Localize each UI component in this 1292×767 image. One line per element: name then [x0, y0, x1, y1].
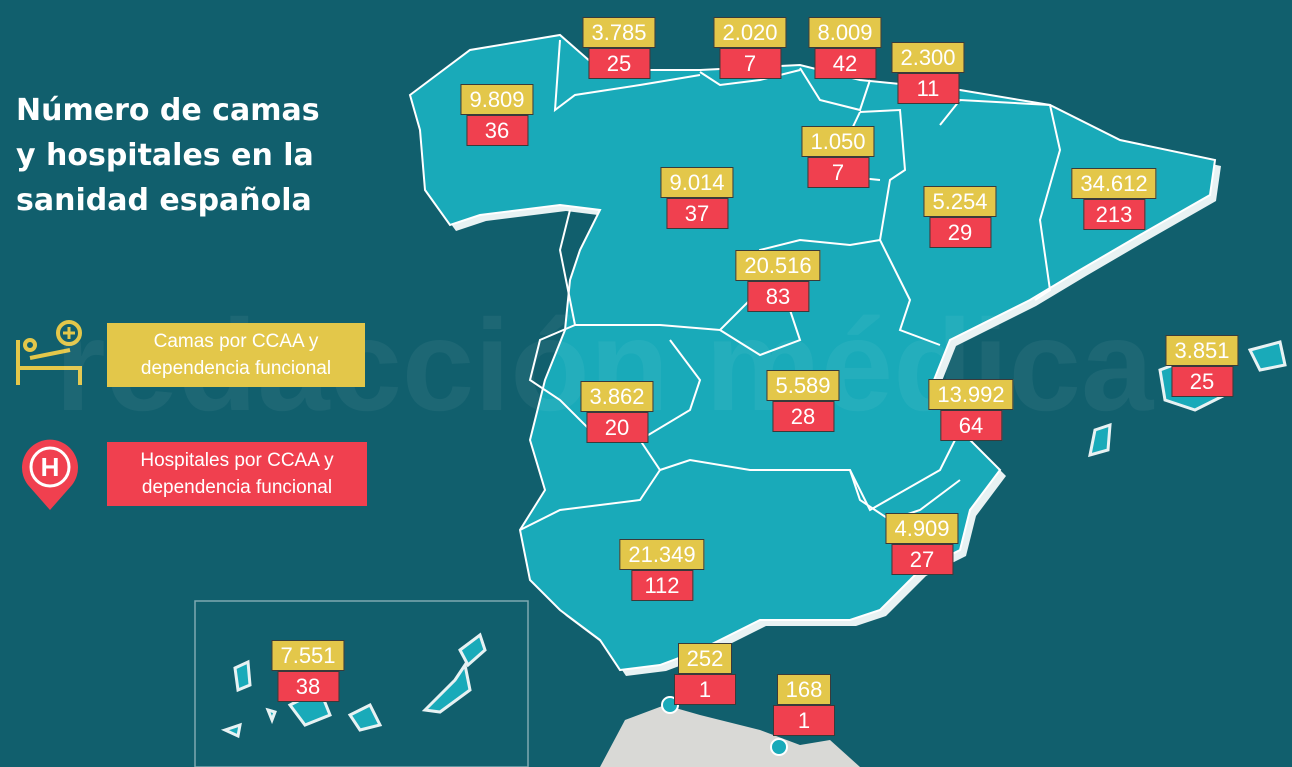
region-label: 5.254 29 — [923, 186, 997, 248]
hospitals-value: 27 — [891, 544, 953, 575]
region-label: 9.014 37 — [660, 167, 734, 229]
hospitals-value: 37 — [666, 198, 728, 229]
hospitals-value: 64 — [939, 410, 1002, 441]
beds-value: 5.589 — [766, 370, 840, 401]
beds-value: 1.050 — [801, 126, 875, 157]
hospitals-value: 20 — [586, 412, 648, 443]
region-label: 168 1 — [773, 674, 835, 736]
canary-islands — [220, 632, 487, 739]
hospitals-value: 83 — [746, 281, 809, 312]
hospitals-value: 7 — [807, 157, 869, 188]
hospitals-value: 1 — [674, 674, 736, 705]
region-label: 4.909 27 — [885, 513, 959, 575]
title-line: y hospitales en la — [16, 138, 314, 173]
beds-value: 168 — [776, 674, 832, 705]
hospital-pin-icon: H — [22, 439, 79, 510]
beds-value: 2.300 — [891, 42, 965, 73]
legend-line: dependencia funcional — [141, 477, 333, 498]
region-label: 3.785 25 — [582, 17, 656, 79]
title-line: Número de camas — [16, 93, 320, 128]
beds-value: 5.254 — [923, 186, 997, 217]
hospitals-value: 36 — [466, 115, 528, 146]
hospitals-value: 7 — [719, 48, 781, 79]
legend-line: Camas por CCAA y — [153, 331, 319, 352]
legend-line: dependencia funcional — [140, 358, 332, 379]
hospitals-value: 1 — [773, 705, 835, 736]
beds-value: 3.785 — [582, 17, 656, 48]
region-label: 3.851 25 — [1165, 335, 1239, 397]
beds-value: 3.851 — [1165, 335, 1239, 366]
canarias-frame — [194, 600, 529, 767]
svg-text:H: H — [41, 452, 60, 482]
beds-value: 8.009 — [808, 17, 882, 48]
region-label: 5.589 28 — [766, 370, 840, 432]
region-label: 2.300 11 — [891, 42, 965, 104]
region-label: 9.809 36 — [460, 84, 534, 146]
beds-value: 9.809 — [460, 84, 534, 115]
beds-value: 20.516 — [735, 250, 821, 281]
bed-icon — [16, 320, 82, 385]
hospitals-value: 25 — [588, 48, 650, 79]
hospitals-value: 42 — [814, 48, 876, 79]
hospitals-value: 213 — [1082, 199, 1145, 230]
legend-hospitals: Hospitales por CCAA y dependencia funcion… — [107, 442, 367, 506]
beds-value: 3.862 — [580, 381, 654, 412]
region-label: 20.516 83 — [735, 250, 821, 312]
region-label: 8.009 42 — [808, 17, 882, 79]
beds-value: 4.909 — [885, 513, 959, 544]
region-label: 34.612 213 — [1071, 168, 1157, 230]
hospitals-value: 29 — [929, 217, 991, 248]
legend-line: Hospitales por CCAA y — [140, 450, 334, 471]
hospitals-value: 11 — [897, 73, 959, 104]
region-label: 1.050 7 — [801, 126, 875, 188]
region-label: 7.551 38 — [271, 640, 345, 702]
spain — [408, 33, 1217, 672]
region-label: 21.349 112 — [619, 539, 705, 601]
beds-value: 252 — [677, 643, 733, 674]
hospitals-value: 28 — [772, 401, 834, 432]
beds-value: 34.612 — [1071, 168, 1157, 199]
hospitals-value: 38 — [277, 671, 339, 702]
hospitals-value: 25 — [1171, 366, 1233, 397]
melilla-dot — [770, 738, 788, 756]
africa — [600, 705, 860, 767]
beds-value: 13.992 — [928, 379, 1014, 410]
hospitals-value: 112 — [630, 570, 693, 601]
title-line: sanidad española — [16, 183, 312, 218]
beds-value: 21.349 — [619, 539, 705, 570]
region-label: 3.862 20 — [580, 381, 654, 443]
beds-value: 9.014 — [660, 167, 734, 198]
beds-value: 7.551 — [271, 640, 345, 671]
region-label: 252 1 — [674, 643, 736, 705]
region-label: 2.020 7 — [713, 17, 787, 79]
title: Número de camas y hospitales en la sanidad… — [16, 88, 320, 223]
legend-beds: Camas por CCAA y dependencia funcional — [107, 323, 365, 387]
region-label: 13.992 64 — [928, 379, 1014, 441]
beds-value: 2.020 — [713, 17, 787, 48]
